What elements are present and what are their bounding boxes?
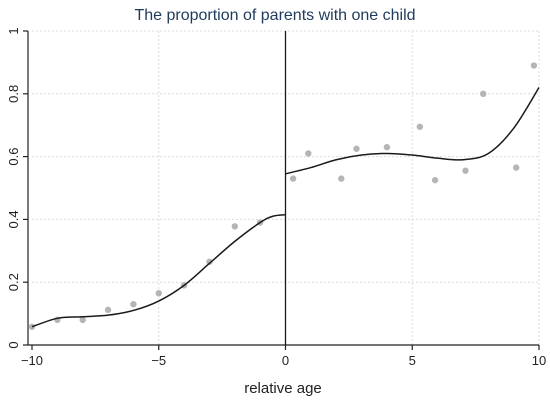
- scatter-point: [305, 150, 312, 157]
- scatter-point: [155, 289, 162, 297]
- scatter-point: [383, 143, 391, 151]
- tick-labels: −10 −5 0 5 10 0 0.2 0.4 0.6 0.8 1: [6, 27, 546, 368]
- scatter-point: [338, 175, 345, 182]
- fit-line: [31, 213, 286, 328]
- y-tick-label: 0.4: [6, 210, 21, 228]
- chart-title: The proportion of parents with one child: [134, 7, 415, 24]
- x-tick-label: 10: [532, 353, 546, 368]
- y-tick-label: 1: [6, 27, 21, 34]
- scatter-point: [231, 223, 238, 230]
- y-tick-label: 0.2: [6, 273, 21, 291]
- scatter-point: [289, 175, 297, 182]
- scatter-point: [480, 90, 487, 98]
- scatter-point: [530, 62, 538, 69]
- scatter-point: [79, 316, 86, 324]
- scatter-point: [353, 145, 360, 152]
- y-tick-label: 0.8: [6, 85, 21, 103]
- y-tick-label: 0.6: [6, 148, 21, 166]
- axes: [23, 30, 540, 350]
- scatter-point: [104, 306, 112, 314]
- scatter-point: [512, 164, 520, 171]
- x-tick-label: 5: [409, 353, 416, 368]
- data-series: [28, 62, 540, 330]
- x-tick-label: −10: [21, 353, 43, 368]
- x-tick-label: 0: [282, 353, 289, 368]
- y-tick-label: 0: [6, 341, 21, 348]
- scatter-point: [431, 176, 439, 184]
- x-axis-title: relative age: [244, 380, 322, 397]
- x-tick-label: −5: [151, 353, 166, 368]
- fit-line: [285, 87, 540, 175]
- scatter-point: [130, 300, 137, 308]
- scatter-point: [206, 258, 213, 265]
- scatter-point: [462, 167, 469, 174]
- scatter-point: [416, 123, 424, 130]
